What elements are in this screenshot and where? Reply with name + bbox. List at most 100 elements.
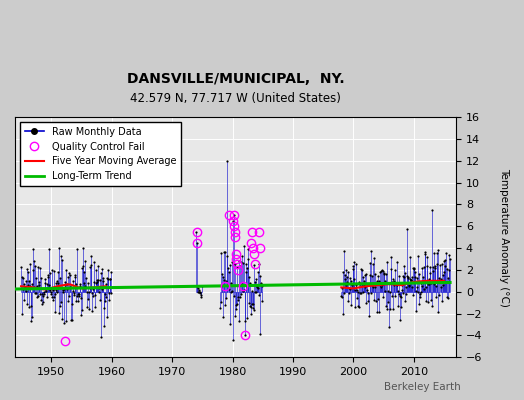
Point xyxy=(247,304,255,311)
Point xyxy=(229,218,237,224)
Point xyxy=(438,282,446,288)
Point xyxy=(344,269,352,276)
Point xyxy=(43,274,52,280)
Point xyxy=(242,269,250,275)
Point xyxy=(397,293,406,300)
Point xyxy=(348,281,356,287)
Point xyxy=(420,263,428,270)
Point xyxy=(342,267,350,273)
Point xyxy=(79,263,88,269)
Point xyxy=(388,292,396,299)
Point xyxy=(258,282,266,289)
Point xyxy=(258,298,266,304)
Point xyxy=(387,266,395,273)
Point xyxy=(428,303,436,309)
Point xyxy=(29,267,37,273)
Point xyxy=(253,283,261,290)
Point xyxy=(346,275,354,282)
Point xyxy=(391,293,399,300)
Point xyxy=(406,253,414,260)
Point xyxy=(414,253,422,260)
Point xyxy=(45,246,53,252)
Point xyxy=(33,283,41,290)
Point xyxy=(46,270,54,277)
Point xyxy=(252,276,260,282)
Point xyxy=(80,268,89,275)
Point xyxy=(246,280,254,287)
Point xyxy=(90,304,99,310)
Point xyxy=(434,247,443,253)
Point xyxy=(396,316,405,323)
Point xyxy=(49,297,57,303)
Point xyxy=(70,290,79,296)
Point xyxy=(25,278,33,284)
Point xyxy=(425,281,434,287)
Point xyxy=(257,281,266,288)
Point xyxy=(32,290,40,296)
Point xyxy=(53,289,61,295)
Point xyxy=(337,285,346,292)
Point xyxy=(196,292,205,298)
Point xyxy=(230,293,238,299)
Point xyxy=(424,281,432,287)
Point xyxy=(64,298,72,304)
Point xyxy=(381,303,390,309)
Point xyxy=(66,284,74,290)
Point xyxy=(84,280,92,286)
Point xyxy=(234,258,243,264)
Point xyxy=(54,245,63,251)
Point xyxy=(65,293,73,300)
Point xyxy=(238,252,246,259)
Text: DANSVILLE/MUNICIPAL,  NY.: DANSVILLE/MUNICIPAL, NY. xyxy=(127,72,344,86)
Point xyxy=(217,250,225,256)
Point xyxy=(62,318,70,324)
Point xyxy=(441,257,449,263)
Point xyxy=(435,275,444,281)
Point xyxy=(431,263,439,270)
Point xyxy=(387,253,395,260)
Point xyxy=(94,289,103,296)
Point xyxy=(90,279,98,286)
Point xyxy=(83,296,92,302)
Point xyxy=(411,269,419,275)
Point xyxy=(50,294,58,300)
Point xyxy=(90,259,98,265)
Point xyxy=(374,272,382,279)
Point xyxy=(194,286,203,293)
Point xyxy=(369,284,377,290)
Point xyxy=(28,281,36,287)
Point xyxy=(219,314,227,320)
Point xyxy=(231,260,239,267)
Point xyxy=(338,294,346,300)
Point xyxy=(248,301,257,307)
Point xyxy=(422,284,430,290)
Point xyxy=(97,265,106,272)
Point xyxy=(107,290,115,296)
Point xyxy=(59,286,68,293)
Point xyxy=(349,266,357,272)
Point xyxy=(240,287,248,293)
Point xyxy=(404,274,412,280)
Point xyxy=(231,313,239,320)
Point xyxy=(366,248,375,254)
Point xyxy=(237,290,245,297)
Point xyxy=(246,311,255,317)
Point xyxy=(408,284,417,290)
Point xyxy=(228,337,237,343)
Point xyxy=(58,257,66,263)
Point xyxy=(196,288,204,295)
Point xyxy=(445,252,453,258)
Point xyxy=(31,275,40,282)
Point xyxy=(368,282,376,289)
Point xyxy=(379,269,388,276)
Point xyxy=(192,228,201,235)
Point xyxy=(362,300,370,306)
Point xyxy=(77,295,85,301)
Point xyxy=(89,293,97,300)
Point xyxy=(230,212,238,218)
Point xyxy=(67,283,75,290)
Point xyxy=(194,288,202,295)
Point xyxy=(393,259,401,265)
Point xyxy=(42,280,51,287)
Point xyxy=(219,274,227,280)
